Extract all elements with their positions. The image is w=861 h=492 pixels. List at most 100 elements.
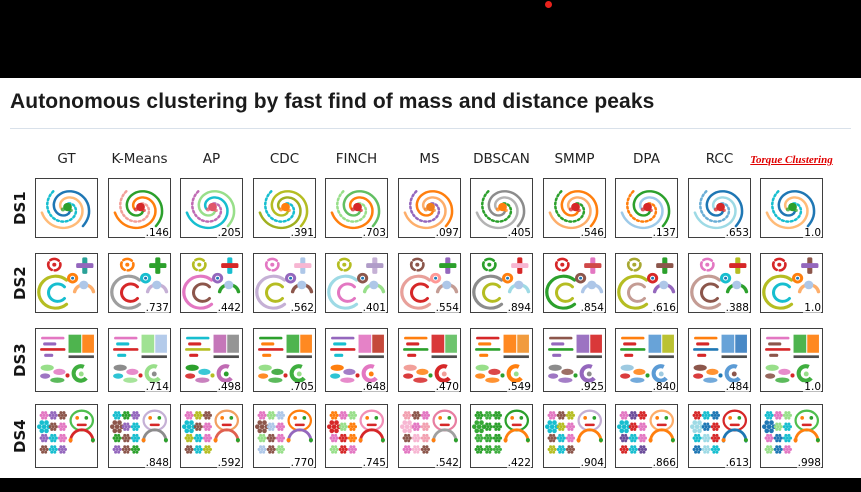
cell-ds3-smmp: .925 [543,328,606,392]
ari-score: .714 [144,380,169,393]
cluster-plot-smiley-icon [617,409,675,454]
cell-ds1-torque-clustering: 1.0 [760,178,823,238]
ari-score: .745 [361,456,386,469]
cluster-plot-shapes-icon [690,257,749,310]
cell-ds2-finch: .401 [325,253,388,313]
ari-score: .998 [796,456,821,469]
top-letterbox-bar [0,0,861,78]
ari-score: .848 [144,456,169,469]
ari-score: 1.0 [803,226,821,239]
cell-ds1-rcc: .653 [688,178,751,238]
cluster-plot-smiley-icon [400,409,458,454]
cluster-plot-smiley-icon [37,409,95,454]
ari-score: .422 [506,456,531,469]
ari-score: .866 [651,456,676,469]
ari-score: .546 [579,226,604,239]
cluster-plot-spiral-icon [475,189,526,230]
cluster-plot-spiral-icon [620,189,671,230]
cell-ds2-rcc: .388 [688,253,751,313]
cluster-plot-blocks-icon [620,334,674,383]
cluster-plot-spiral-icon [403,189,454,230]
row-label-ds2: DS2 [11,266,29,300]
cluster-plot-blocks-icon [765,334,819,383]
ari-score: .648 [361,380,386,393]
cell-ds2-smmp: .854 [543,253,606,313]
column-header-rcc: RCC [705,151,734,167]
cell-ds1-smmp: .546 [543,178,606,238]
cell-ds3-dpa: .840 [615,328,678,392]
column-header-dpa: DPA [633,151,660,167]
cluster-plot-spiral-icon [765,189,816,230]
column-header-finch: FINCH [335,151,378,167]
cluster-plot-smiley-icon [690,409,748,454]
cluster-plot-shapes-icon [110,257,169,310]
cell-ds1-ap: .205 [180,178,243,238]
cluster-plot-smiley-icon [182,409,240,454]
ari-score: .137 [651,226,676,239]
cell-ds4-cdc: .770 [253,404,316,468]
cell-ds4-torque-clustering: .998 [760,404,823,468]
cell-ds4-smmp: .904 [543,404,606,468]
cell-ds3-cdc: .705 [253,328,316,392]
cell-ds4-gt [35,404,98,468]
title-divider [10,128,851,129]
cell-ds4-finch: .745 [325,404,388,468]
cluster-plot-blocks-icon [475,334,529,383]
ari-score: .442 [216,301,241,314]
cluster-plot-spiral-icon [113,189,164,230]
ari-score: .205 [216,226,241,239]
cell-ds2-gt [35,253,98,313]
ari-score: .405 [506,226,531,239]
cluster-plot-spiral-icon [258,189,309,230]
ari-score: .549 [506,380,531,393]
row-label-ds1: DS1 [11,191,29,225]
cell-ds3-dbscan: .549 [470,328,533,392]
ari-score: 1.0 [803,380,821,393]
ari-score: .613 [724,456,749,469]
ari-score: .705 [289,380,314,393]
cluster-plot-smiley-icon [110,409,168,454]
cell-ds3-ms: .470 [398,328,461,392]
cell-ds2-cdc: .562 [253,253,316,313]
cell-ds2-dpa: .616 [615,253,678,313]
ari-score: .146 [144,226,169,239]
ari-score: .554 [434,301,459,314]
ari-score: .616 [651,301,676,314]
column-header-gt: GT [57,151,76,167]
column-header-torque-clustering: Torque Clustering [750,154,833,166]
cell-ds1-dbscan: .405 [470,178,533,238]
ari-score: .904 [579,456,604,469]
cell-ds2-ms: .554 [398,253,461,313]
cell-ds1-finch: .703 [325,178,388,238]
cell-ds4-dpa: .866 [615,404,678,468]
cluster-plot-spiral-icon [185,189,236,230]
cluster-plot-shapes-icon [762,257,821,310]
cell-ds4-ms: .542 [398,404,461,468]
column-header-smmp: SMMP [554,151,595,167]
recording-indicator-dot [545,1,552,8]
cluster-plot-shapes-icon [400,257,459,310]
cell-ds1-cdc: .391 [253,178,316,238]
cell-ds1-gt [35,178,98,238]
cluster-plot-blocks-icon [330,334,384,383]
cell-ds3-gt [35,328,98,392]
ari-score: .562 [289,301,314,314]
cell-ds2-ap: .442 [180,253,243,313]
cell-ds3-finch: .648 [325,328,388,392]
ari-score: .854 [579,301,604,314]
cluster-plot-spiral-icon [40,189,91,230]
ari-score: .097 [434,226,459,239]
cluster-plot-shapes-icon [255,257,314,310]
cluster-plot-smiley-icon [545,409,603,454]
article-title: Autonomous clustering by fast find of ma… [10,90,655,113]
row-label-ds3: DS3 [11,343,29,377]
cluster-plot-blocks-icon [40,334,94,383]
ari-score: .391 [289,226,314,239]
bottom-letterbox-bar [0,478,861,492]
cluster-plot-spiral-icon [693,189,744,230]
cluster-plot-shapes-icon [472,257,531,310]
ari-score: .925 [579,380,604,393]
column-header-ms: MS [419,151,440,167]
column-header-k-means: K-Means [111,151,168,167]
